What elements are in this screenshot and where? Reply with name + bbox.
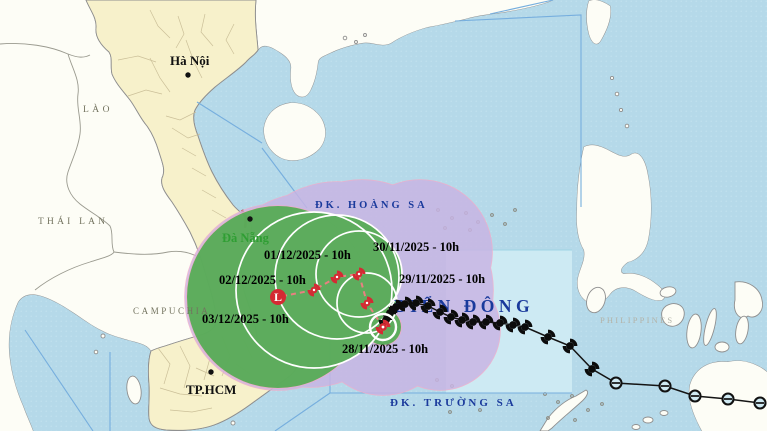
forecast-time-label-t72: 01/12/2025 - 10h bbox=[264, 248, 351, 262]
small-islands bbox=[93, 33, 630, 426]
current-position-ring bbox=[368, 312, 398, 342]
uncertainty-ring bbox=[235, 211, 393, 369]
country-label-laos: LÀO bbox=[83, 103, 113, 115]
forecast-time-label-t24: 29/11/2025 - 10h bbox=[399, 272, 485, 286]
taiwan-island bbox=[586, 0, 611, 45]
low-pressure-marker bbox=[270, 289, 286, 305]
city-dot-tphcm bbox=[208, 369, 214, 375]
city-dot-danang bbox=[247, 216, 253, 222]
forecast-time-label-t0: 28/11/2025 - 10h bbox=[342, 342, 428, 356]
visayas-islands bbox=[586, 281, 763, 430]
palawan-island bbox=[539, 389, 589, 431]
city-markers bbox=[185, 72, 253, 375]
country-borders bbox=[0, 43, 201, 291]
country-label-thailand: THÁI LAN bbox=[38, 215, 108, 227]
city-label-tphcm: TP.HCM bbox=[186, 382, 236, 397]
forecast-uncertainty-rings bbox=[235, 211, 403, 369]
storm-track: L bbox=[270, 267, 767, 410]
low-pressure-letter: L bbox=[274, 290, 282, 304]
country-label-cambodia: CAMPUCHIA bbox=[133, 306, 210, 316]
sea-label-truong-sa: ĐK. TRƯỜNG SA bbox=[390, 397, 517, 409]
hainan-island bbox=[263, 102, 326, 161]
forecast-time-label-t96: 02/12/2025 - 10h bbox=[219, 273, 306, 287]
city-dot-hanoi bbox=[185, 72, 191, 78]
uncertainty-ring bbox=[315, 230, 403, 318]
country-label-philippines: PHILIPPINES bbox=[600, 315, 674, 325]
forecast-time-label-t48: 30/11/2025 - 10h bbox=[373, 240, 459, 254]
text-labels: Hà Nội Đà Nẵng TP.HCM 28/11/2025 - 10h 29/11… bbox=[170, 53, 485, 397]
city-label-hanoi: Hà Nội bbox=[170, 53, 210, 68]
city-label-danang: Đà Nẵng bbox=[222, 231, 270, 245]
forecast-time-label-t120: 03/12/2025 - 10h bbox=[202, 312, 289, 326]
sea-label-hoang-sa: ĐK. HOÀNG SA bbox=[315, 199, 428, 211]
